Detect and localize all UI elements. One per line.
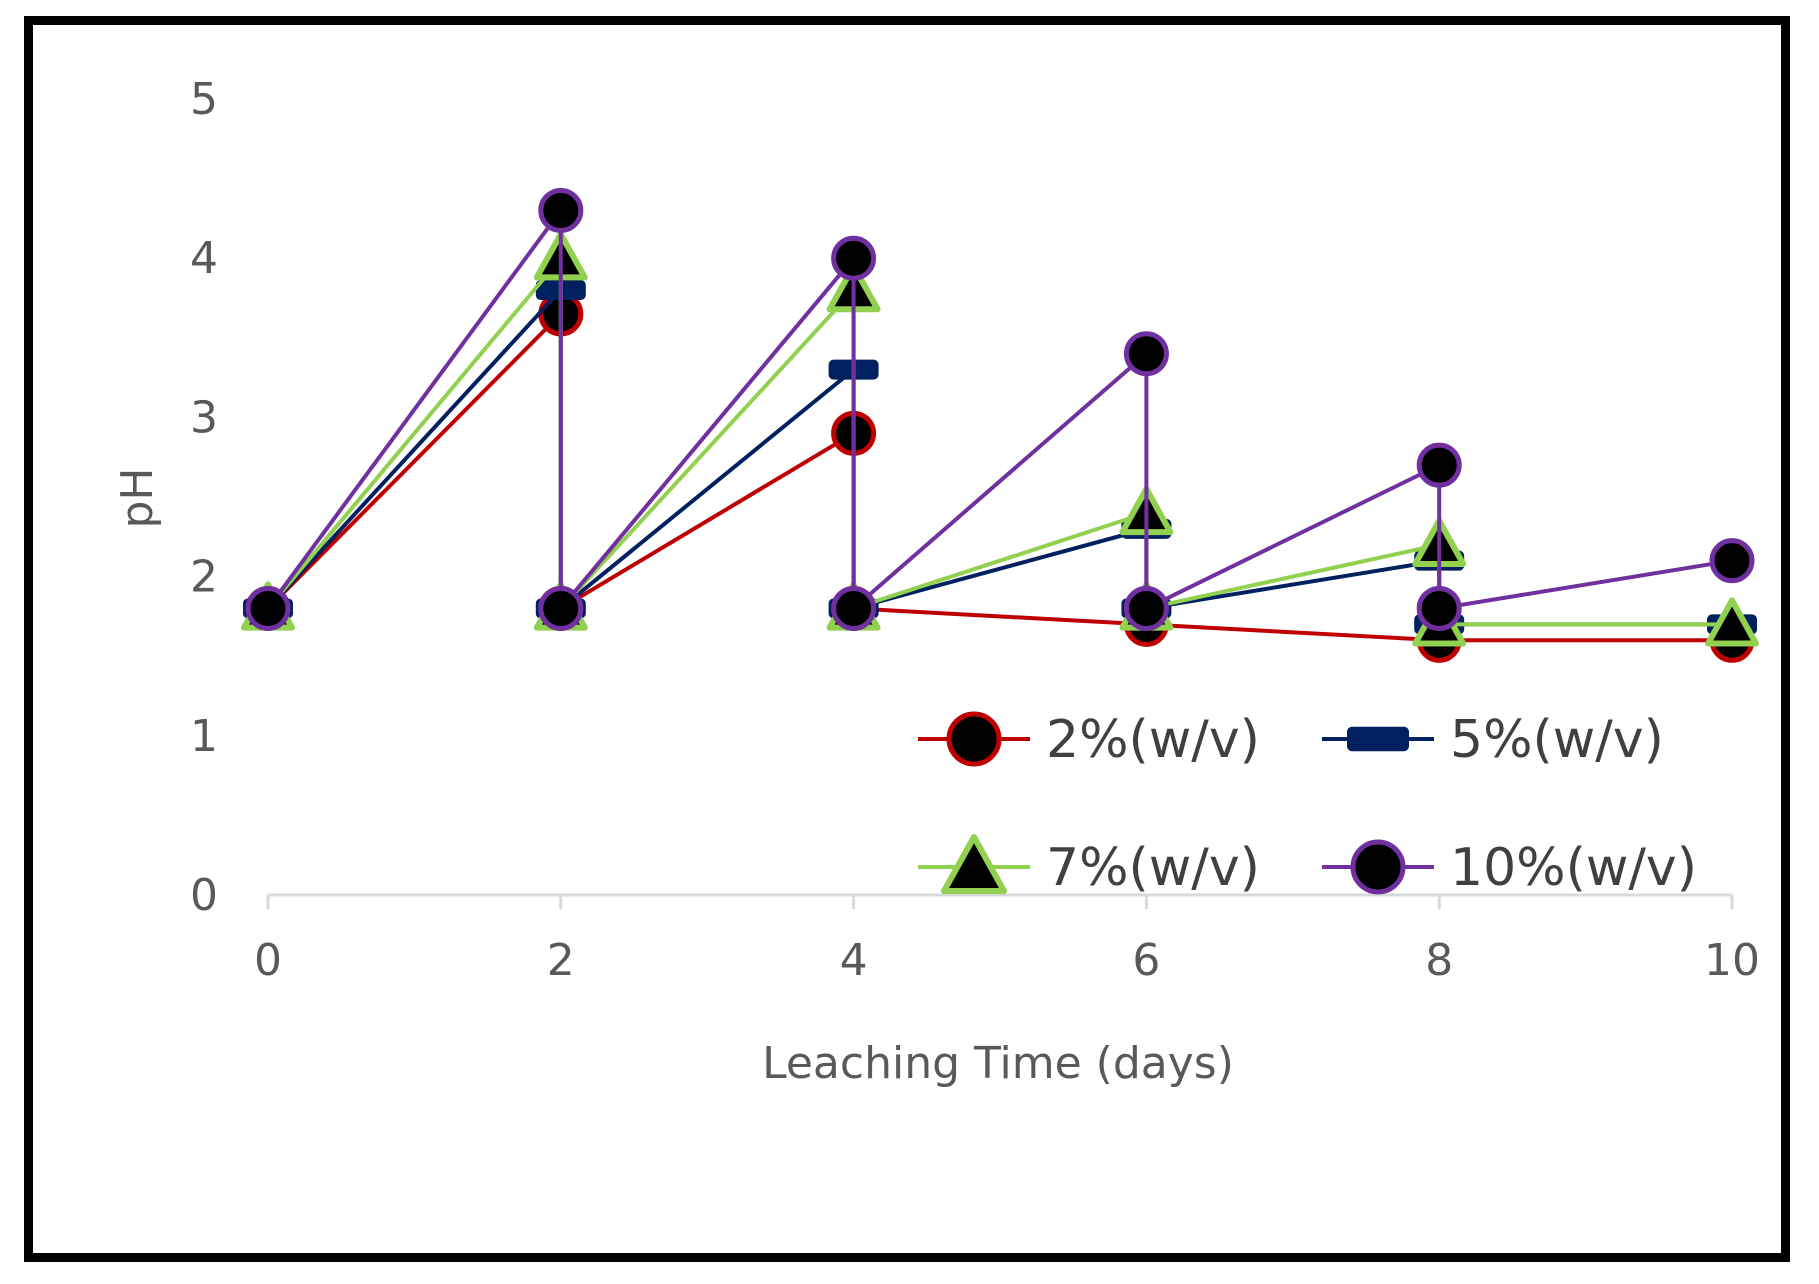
legend-item: 10%(w/v) bbox=[1322, 838, 1697, 898]
x-tick-label: 6 bbox=[1132, 935, 1160, 986]
data-point bbox=[941, 834, 1007, 894]
axes: 0 2 4 6 8 10 0 1 2 3 4 5 bbox=[190, 74, 1760, 986]
legend-item: 5%(w/v) bbox=[1322, 710, 1664, 770]
data-point bbox=[538, 585, 584, 631]
legend: 2%(w/v) 5%(w/v) 7%(w/v) 10%(w/v) bbox=[918, 710, 1697, 898]
x-tick-label: 4 bbox=[840, 935, 868, 986]
series-layer bbox=[241, 187, 1759, 663]
legend-label: 10%(w/v) bbox=[1450, 838, 1697, 898]
data-point bbox=[1705, 597, 1759, 647]
data-point bbox=[245, 585, 291, 631]
x-axis-label: Leaching Time (days) bbox=[762, 1038, 1234, 1089]
data-point bbox=[1347, 726, 1409, 752]
legend-item: 7%(w/v) bbox=[918, 834, 1260, 898]
series-3 bbox=[241, 231, 1759, 647]
data-point bbox=[1416, 442, 1462, 488]
data-point bbox=[538, 187, 584, 233]
legend-label: 2%(w/v) bbox=[1046, 710, 1260, 770]
y-tick-label: 5 bbox=[190, 74, 218, 125]
series-line bbox=[266, 208, 1733, 611]
y-axis-label: pH bbox=[112, 467, 163, 528]
data-point bbox=[946, 711, 1002, 767]
data-point bbox=[1123, 585, 1169, 631]
series-4 bbox=[245, 187, 1755, 631]
x-tick-label: 8 bbox=[1425, 935, 1453, 986]
series-1 bbox=[245, 291, 1755, 663]
y-tick-label: 3 bbox=[190, 392, 218, 443]
data-point bbox=[831, 235, 877, 281]
data-point bbox=[831, 585, 877, 631]
x-tick-label: 10 bbox=[1704, 935, 1760, 986]
data-point bbox=[1416, 585, 1462, 631]
data-point bbox=[1123, 331, 1169, 377]
series-line bbox=[266, 311, 1732, 643]
y-tick-label: 1 bbox=[190, 711, 218, 762]
x-tick-label: 0 bbox=[254, 935, 282, 986]
series-line bbox=[266, 288, 1732, 627]
data-point bbox=[1709, 538, 1755, 584]
legend-label: 7%(w/v) bbox=[1046, 838, 1260, 898]
legend-item: 2%(w/v) bbox=[918, 710, 1260, 770]
y-tick-label: 0 bbox=[190, 870, 218, 921]
data-point bbox=[1350, 839, 1406, 895]
y-tick-label: 2 bbox=[190, 552, 218, 603]
legend-label: 5%(w/v) bbox=[1450, 710, 1664, 770]
x-tick-label: 2 bbox=[547, 935, 575, 986]
y-tick-label: 4 bbox=[190, 233, 218, 284]
